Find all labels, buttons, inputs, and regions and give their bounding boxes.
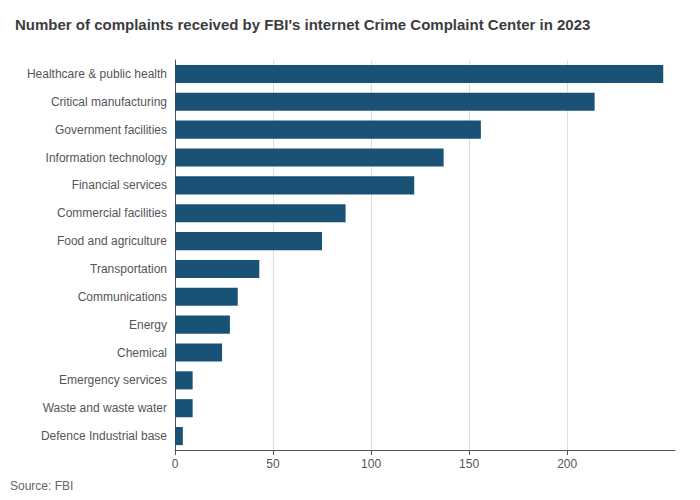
svg-text:Critical manufacturing: Critical manufacturing	[51, 95, 167, 109]
svg-text:Emergency services: Emergency services	[59, 373, 167, 387]
svg-text:Source: FBI: Source: FBI	[10, 479, 73, 493]
svg-text:50: 50	[266, 457, 280, 471]
svg-text:Defence Industrial base: Defence Industrial base	[41, 429, 167, 443]
svg-text:Healthcare & public health: Healthcare & public health	[27, 67, 167, 81]
svg-text:Waste and waste water: Waste and waste water	[43, 401, 167, 415]
svg-text:Communications: Communications	[78, 290, 167, 304]
svg-text:Information technology: Information technology	[46, 151, 167, 165]
svg-text:150: 150	[459, 457, 479, 471]
svg-text:200: 200	[557, 457, 577, 471]
svg-text:Number of complaints received: Number of complaints received by FBI's i…	[15, 16, 590, 33]
svg-text:Chemical: Chemical	[117, 346, 167, 360]
svg-text:Transportation: Transportation	[90, 262, 167, 276]
svg-text:0: 0	[172, 457, 179, 471]
svg-text:Commercial facilities: Commercial facilities	[57, 206, 167, 220]
svg-text:Financial services: Financial services	[72, 178, 167, 192]
svg-text:100: 100	[361, 457, 381, 471]
svg-text:Food and agriculture: Food and agriculture	[57, 234, 167, 248]
svg-text:Government facilities: Government facilities	[55, 123, 167, 137]
svg-text:Energy: Energy	[129, 318, 167, 332]
